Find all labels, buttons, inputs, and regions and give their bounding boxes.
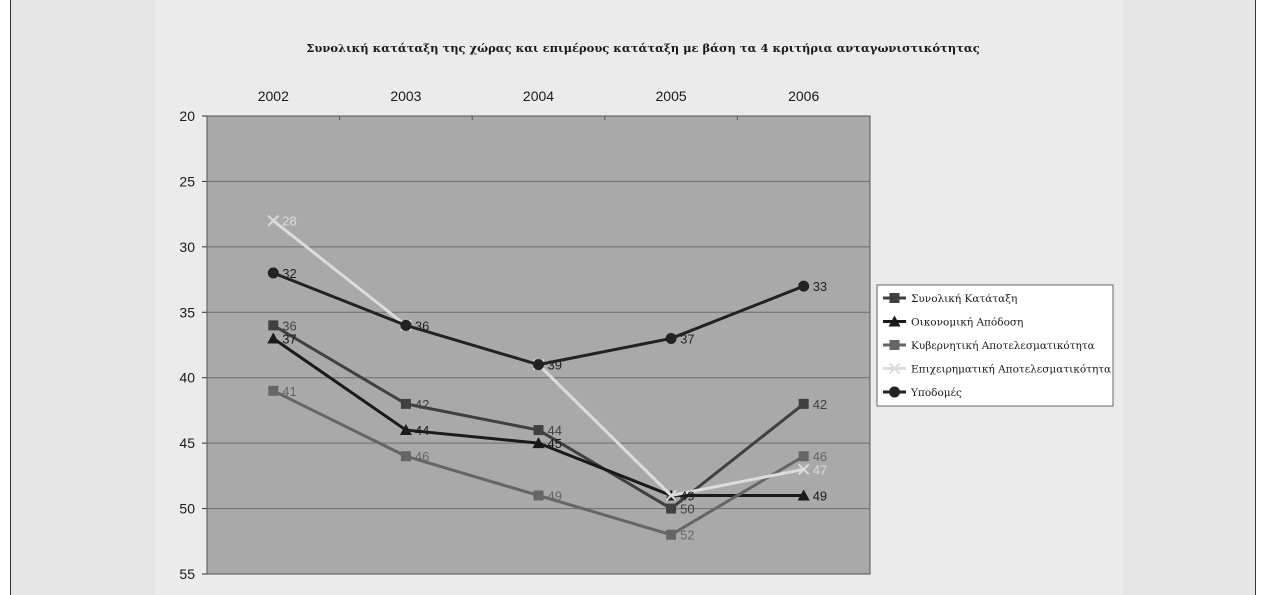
data-label: 50 — [680, 502, 694, 517]
data-point-marker — [268, 385, 279, 396]
y-tick-label: 35 — [179, 304, 195, 320]
data-label: 33 — [813, 279, 827, 294]
data-label: 32 — [282, 266, 296, 281]
legend-label: Κυβερνητική Αποτελεσματικότητα — [911, 339, 1095, 352]
data-point-marker — [798, 398, 809, 409]
data-label: 36 — [415, 318, 429, 333]
legend-swatch-marker — [889, 340, 900, 350]
data-label: 28 — [282, 214, 296, 229]
x-axis-ticks: 2002 2003 2004 2005 2006 — [258, 88, 819, 120]
data-point-marker — [797, 489, 810, 501]
legend-swatch-marker — [888, 362, 901, 375]
data-point-marker — [400, 398, 411, 409]
data-label: 46 — [813, 449, 827, 464]
y-tick-label: 45 — [179, 435, 195, 451]
y-tick-label: 25 — [179, 173, 195, 189]
data-label: 41 — [282, 384, 296, 399]
x-tick-label: 2003 — [390, 88, 421, 104]
data-point-marker — [267, 214, 280, 227]
y-tick-label: 50 — [179, 501, 195, 517]
series-group — [267, 214, 810, 540]
legend-label: Συνολική Κατάταξη — [911, 292, 1017, 305]
legend-label: Οικονομική Απόδοση — [911, 316, 1023, 329]
data-point-marker — [665, 332, 677, 344]
data-label: 49 — [813, 488, 827, 503]
data-label: 44 — [415, 423, 429, 438]
x-tick-label: 2002 — [258, 88, 289, 104]
data-label: 42 — [813, 397, 827, 412]
legend-label: Υποδομές — [910, 387, 962, 399]
data-point-marker — [533, 490, 544, 501]
legend-swatch-marker — [889, 293, 900, 303]
data-point-marker — [267, 332, 280, 344]
data-point-marker — [798, 451, 809, 462]
data-label: 49 — [680, 488, 694, 503]
data-label: 52 — [680, 528, 694, 543]
legend-box — [876, 284, 1114, 407]
data-point-marker — [267, 267, 279, 279]
legend: Συνολική Κατάταξη Οικονομική Απόδοση Κυβερ… — [876, 284, 1114, 407]
y-tick-label: 40 — [179, 370, 195, 386]
data-point-marker — [533, 425, 544, 436]
data-point-marker — [666, 503, 677, 514]
data-label: 46 — [415, 449, 429, 464]
data-point-marker — [400, 319, 412, 331]
y-tick-label: 30 — [179, 239, 195, 255]
data-point-marker — [798, 280, 810, 292]
y-tick-label: 20 — [179, 108, 195, 124]
data-point-marker — [797, 463, 810, 476]
data-point-marker — [400, 451, 411, 462]
data-label: 37 — [282, 331, 296, 346]
legend-label: Επιχειρηματική Αποτελεσματικότητα — [911, 363, 1111, 376]
y-axis-ticks: 20 25 30 35 40 45 50 55 — [179, 108, 207, 582]
data-label: 36 — [282, 318, 296, 333]
legend-swatch-marker — [888, 315, 901, 327]
data-point-marker — [268, 320, 279, 331]
data-label: 37 — [680, 331, 694, 346]
y-tick-label: 55 — [179, 566, 195, 582]
data-label: 39 — [548, 358, 562, 373]
legend-swatch-marker — [889, 386, 900, 398]
x-tick-label: 2005 — [656, 88, 687, 104]
data-label: 44 — [548, 423, 562, 438]
x-tick-label: 2006 — [788, 88, 819, 104]
x-tick-label: 2004 — [523, 88, 554, 104]
data-point-marker — [666, 529, 677, 540]
data-label: 45 — [548, 436, 562, 451]
data-point-marker — [532, 437, 545, 449]
data-point-marker — [665, 489, 677, 502]
chart-title: Συνολική κατάταξη της χώρας και επιμέρου… — [306, 41, 979, 55]
data-point-marker — [399, 424, 412, 436]
gridlines — [207, 180, 870, 510]
data-label: 47 — [813, 462, 827, 477]
data-label: 42 — [415, 397, 429, 412]
data-point-marker — [533, 359, 544, 371]
data-label: 49 — [548, 488, 562, 503]
